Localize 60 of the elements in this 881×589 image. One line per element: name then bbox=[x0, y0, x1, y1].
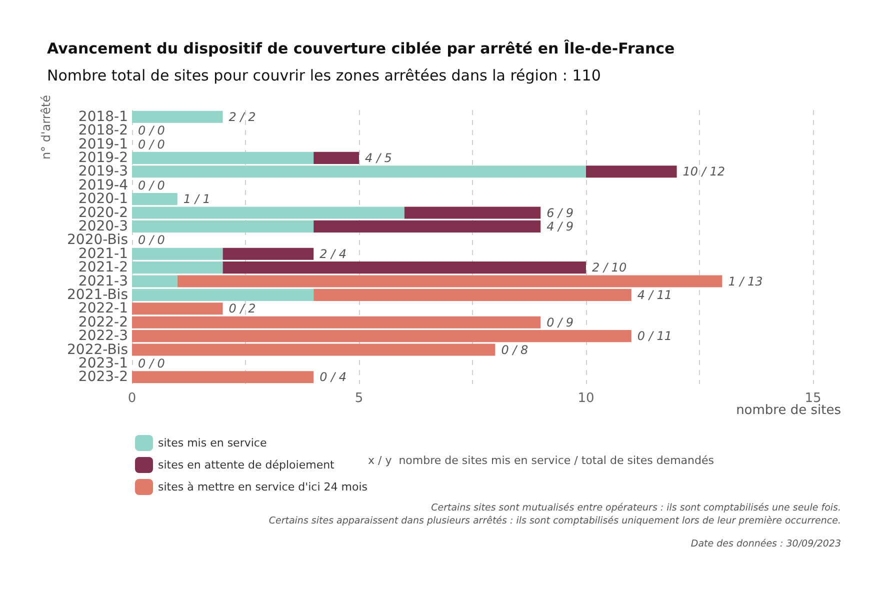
y-tick-label: 2023-2 bbox=[78, 369, 128, 386]
text: Certains sites apparaissent dans plusieurs arrêtés : ils sont comptabilisés uniquement lors de leur première occurrence. bbox=[268, 516, 842, 526]
chart-title: Avancement du dispositif de couverture ciblée par arrêté en Île-de-France bbox=[47, 40, 675, 58]
y-axis-title: n° d'arrêté bbox=[39, 94, 53, 160]
y-tick-label: 2019-1 bbox=[78, 136, 128, 152]
y-tick-label: 2022-Bis bbox=[67, 342, 128, 358]
annotation: 2 / 4 bbox=[320, 246, 347, 261]
annotation: 1 / 13 bbox=[728, 274, 763, 288]
x-tick-label: 5 bbox=[354, 391, 364, 406]
y-tick-label: 2022-3 bbox=[78, 328, 128, 344]
annotation: 2 / 10 bbox=[592, 260, 627, 275]
annotation: 4 / 11 bbox=[637, 288, 672, 302]
y-tick-label: 2022-1 bbox=[78, 300, 128, 317]
y-tick-label: 2021-2 bbox=[78, 260, 128, 276]
annotation: 4 / 9 bbox=[546, 219, 574, 234]
bar bbox=[132, 110, 223, 123]
y-tick-label: 2022-2 bbox=[78, 314, 128, 330]
x-tick-label: 0 bbox=[128, 391, 136, 406]
annotation: 0 / 0 bbox=[138, 233, 166, 248]
annotation: 0 / 0 bbox=[138, 356, 166, 370]
text: Date des données : 30/09/2023 bbox=[690, 538, 842, 550]
y-tick-label: 2019-2 bbox=[78, 150, 128, 166]
x-tick-label: 10 bbox=[578, 391, 594, 406]
text: Certains sites sont mutualisés entre opérateurs : ils sont comptabilisés une seule fois. bbox=[431, 502, 841, 514]
legend-label: sites à mettre en service d'ici 24 mois bbox=[158, 480, 368, 494]
x-tick-label: 15 bbox=[804, 391, 822, 406]
legend-label: sites en attente de déploiement bbox=[158, 458, 336, 472]
annotation: 2 / 2 bbox=[228, 110, 256, 124]
y-tick-label: 2021-3 bbox=[78, 273, 128, 290]
annotation: 0 / 8 bbox=[501, 342, 529, 357]
chart-subtitle: Nombre total de sites pour couvrir les zones arrêtées dans la région : 110 bbox=[47, 66, 601, 84]
y-tick-label: 2020-Bis bbox=[67, 232, 128, 248]
annotation: 0 / 4 bbox=[320, 370, 347, 384]
annotation: 0 / 0 bbox=[138, 124, 166, 138]
annotation: 1 / 1 bbox=[183, 192, 210, 206]
annotation: 0 / 9 bbox=[546, 315, 574, 330]
legend-label: sites mis en service bbox=[158, 436, 267, 450]
bar bbox=[586, 166, 677, 178]
annotation: 10 / 12 bbox=[682, 164, 726, 179]
y-tick-label: 2018-1 bbox=[78, 108, 128, 125]
y-tick-label: 2021-1 bbox=[78, 246, 128, 262]
y-tick-label: 2020-3 bbox=[78, 218, 128, 234]
y-tick-label: 2018-2 bbox=[78, 122, 128, 139]
x-axis-title: nombre de sites bbox=[736, 403, 842, 418]
y-tick-label: 2019-4 bbox=[78, 177, 128, 194]
annotation: 0 / 0 bbox=[138, 137, 166, 152]
y-tick-label: 2021-Bis bbox=[67, 286, 128, 303]
annotation: 0 / 2 bbox=[228, 302, 256, 316]
y-tick-label: 2019-3 bbox=[78, 164, 128, 180]
bar bbox=[132, 371, 314, 384]
y-tick-label: 2023-1 bbox=[78, 355, 128, 372]
annotation: 0 / 0 bbox=[138, 178, 166, 192]
text: x / y nombre de sites mis en service / total de sites demandés bbox=[368, 454, 714, 467]
bar bbox=[314, 152, 359, 164]
y-tick-label: 2020-1 bbox=[78, 191, 128, 208]
annotation: 6 / 9 bbox=[546, 206, 574, 220]
annotation: 0 / 11 bbox=[637, 329, 672, 344]
annotation: 4 / 5 bbox=[365, 150, 392, 165]
bar bbox=[132, 302, 223, 315]
y-tick-label: 2020-2 bbox=[78, 204, 128, 221]
